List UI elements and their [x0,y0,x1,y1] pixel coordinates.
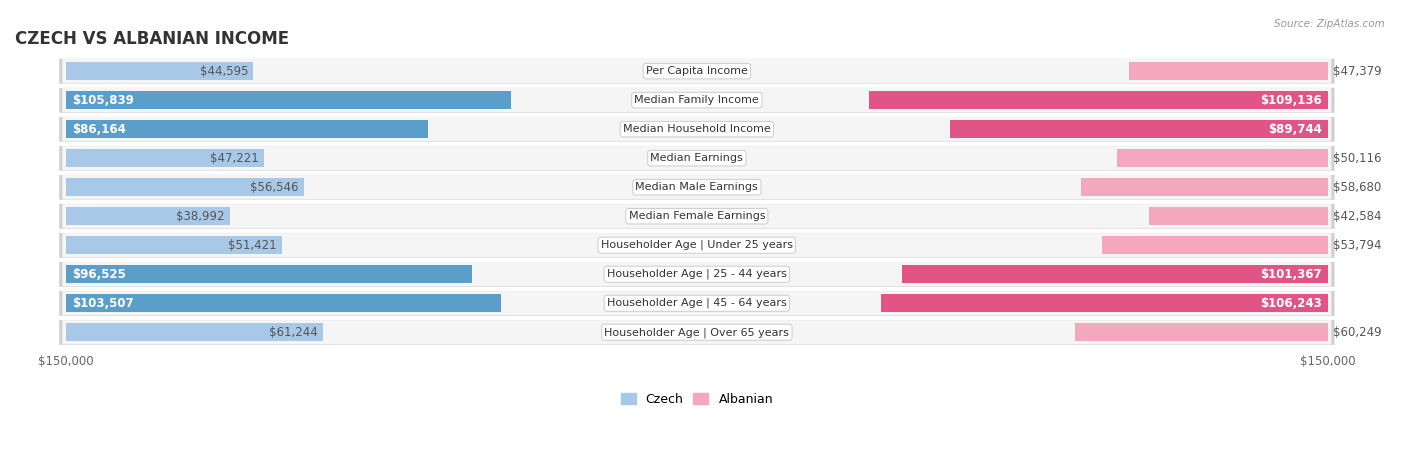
Text: Median Family Income: Median Family Income [634,95,759,105]
Bar [66,294,501,312]
FancyBboxPatch shape [62,291,1331,315]
Text: $86,164: $86,164 [72,123,125,135]
FancyBboxPatch shape [62,204,1331,228]
Text: $38,992: $38,992 [176,210,225,223]
Text: Median Earnings: Median Earnings [651,153,744,163]
FancyBboxPatch shape [59,204,1334,229]
Text: Median Male Earnings: Median Male Earnings [636,182,758,192]
Bar [882,294,1329,312]
Text: $47,221: $47,221 [211,152,259,165]
Text: $109,136: $109,136 [1260,93,1322,106]
Text: Householder Age | 25 - 44 years: Householder Age | 25 - 44 years [607,269,787,279]
Bar [950,120,1329,138]
Text: Householder Age | Over 65 years: Householder Age | Over 65 years [605,327,789,338]
Text: $101,367: $101,367 [1260,268,1322,281]
Bar [66,91,510,109]
Text: Per Capita Income: Per Capita Income [645,66,748,76]
Bar [1149,207,1329,225]
FancyBboxPatch shape [62,146,1331,170]
FancyBboxPatch shape [59,262,1334,287]
FancyBboxPatch shape [59,320,1334,345]
Bar [66,62,253,80]
Text: $103,507: $103,507 [72,297,134,310]
FancyBboxPatch shape [59,233,1334,258]
Bar [1118,149,1329,167]
Bar [66,120,429,138]
Text: $56,546: $56,546 [250,181,298,194]
Bar [1074,323,1329,341]
Text: $58,680: $58,680 [1333,181,1382,194]
FancyBboxPatch shape [62,233,1331,257]
Text: $61,244: $61,244 [270,326,318,339]
Bar [66,236,283,254]
Bar [66,178,304,196]
Text: $50,116: $50,116 [1333,152,1382,165]
FancyBboxPatch shape [62,262,1331,286]
Text: $89,744: $89,744 [1268,123,1322,135]
Text: $96,525: $96,525 [72,268,125,281]
FancyBboxPatch shape [62,175,1331,199]
Bar [1102,236,1329,254]
Legend: Czech, Albanian: Czech, Albanian [616,388,778,410]
Text: $60,249: $60,249 [1333,326,1382,339]
FancyBboxPatch shape [59,146,1334,171]
Text: $53,794: $53,794 [1333,239,1382,252]
FancyBboxPatch shape [59,117,1334,142]
Bar [1129,62,1329,80]
Text: $51,421: $51,421 [228,239,277,252]
Bar [66,323,323,341]
FancyBboxPatch shape [59,291,1334,316]
FancyBboxPatch shape [59,175,1334,200]
Text: Householder Age | 45 - 64 years: Householder Age | 45 - 64 years [607,298,787,309]
FancyBboxPatch shape [62,59,1331,83]
Text: Median Household Income: Median Household Income [623,124,770,134]
Text: Median Female Earnings: Median Female Earnings [628,211,765,221]
Text: $47,379: $47,379 [1333,64,1382,78]
Text: Householder Age | Under 25 years: Householder Age | Under 25 years [600,240,793,250]
FancyBboxPatch shape [62,88,1331,112]
Bar [66,207,229,225]
Bar [66,265,472,283]
FancyBboxPatch shape [59,59,1334,84]
FancyBboxPatch shape [62,320,1331,344]
Text: $44,595: $44,595 [200,64,247,78]
Text: $106,243: $106,243 [1260,297,1322,310]
Text: $105,839: $105,839 [72,93,134,106]
Bar [901,265,1329,283]
Bar [66,149,264,167]
Bar [869,91,1329,109]
Text: CZECH VS ALBANIAN INCOME: CZECH VS ALBANIAN INCOME [15,30,290,48]
Text: $42,584: $42,584 [1333,210,1382,223]
FancyBboxPatch shape [62,117,1331,142]
FancyBboxPatch shape [59,88,1334,113]
Text: Source: ZipAtlas.com: Source: ZipAtlas.com [1274,19,1385,28]
Bar [1081,178,1329,196]
